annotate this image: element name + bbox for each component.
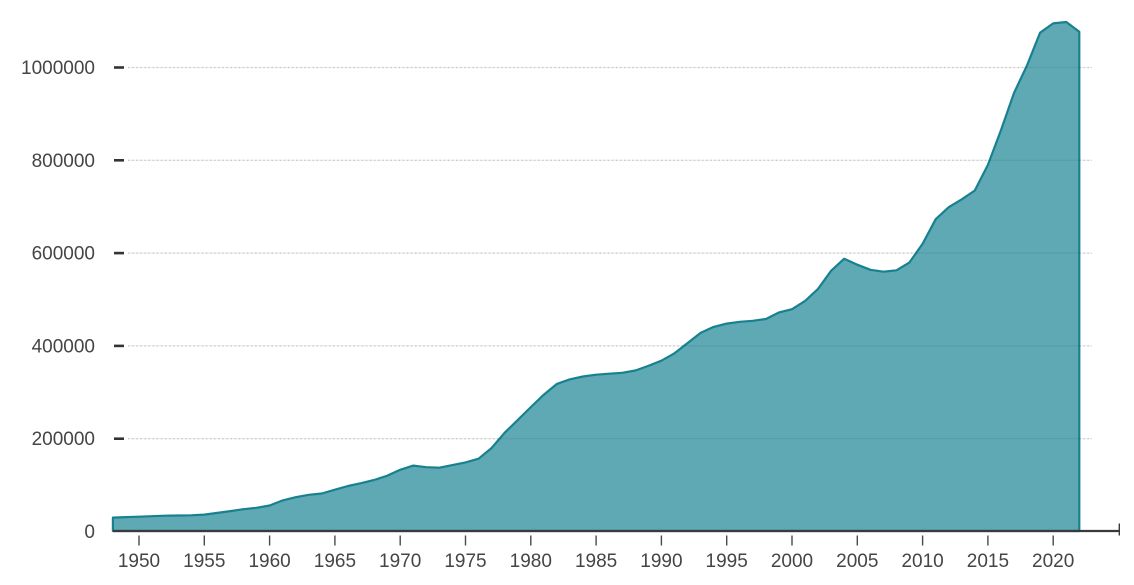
y-tick-label-0: 0 (84, 522, 95, 543)
x-tick-label-1985: 1985 (575, 551, 617, 572)
area-series (111, 20, 1081, 533)
x-tick-label-2020: 2020 (1032, 551, 1074, 572)
y-axis: 0 200000 400000 600000 800000 1000000 (21, 58, 124, 543)
y-tick-label-1000000: 1000000 (21, 58, 95, 79)
x-tick-label-1990: 1990 (640, 551, 682, 572)
x-tick-label-1975: 1975 (444, 551, 486, 572)
x-tick-label-2010: 2010 (901, 551, 943, 572)
x-tick-label-1950: 1950 (118, 551, 160, 572)
x-tick-label-1980: 1980 (510, 551, 552, 572)
x-tick-label-1955: 1955 (183, 551, 225, 572)
x-axis: 1950 1955 1960 1965 1970 1975 1980 1985 1990 1995… (113, 523, 1121, 572)
x-tick-label-2015: 2015 (967, 551, 1009, 572)
x-tick-label-2005: 2005 (836, 551, 878, 572)
x-tick-label-1960: 1960 (248, 551, 290, 572)
x-tick-label-2000: 2000 (771, 551, 813, 572)
gridlines-overlay (128, 66, 1092, 440)
y-tick-label-600000: 600000 (32, 244, 95, 265)
x-tick-label-1970: 1970 (379, 551, 421, 572)
y-tick-label-400000: 400000 (32, 336, 95, 357)
y-tick-label-800000: 800000 (32, 151, 95, 172)
x-tick-label-1995: 1995 (706, 551, 748, 572)
x-tick-label-1965: 1965 (314, 551, 356, 572)
y-tick-label-200000: 200000 (32, 429, 95, 450)
gridlines (128, 66, 1092, 440)
